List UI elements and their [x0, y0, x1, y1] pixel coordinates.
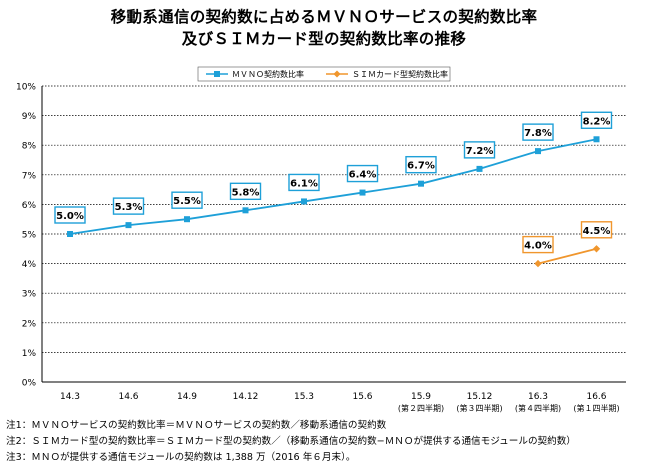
data-point-mvno: [184, 216, 190, 223]
data-label-mvno: 5.5%: [173, 196, 201, 207]
axes: [41, 86, 626, 383]
y-tick-labels: 0% 1% 2% 3% 4% 5% 6% 7% 8% 9% 10%: [16, 83, 36, 389]
y-tick-label: 1%: [22, 349, 37, 359]
y-tick-label: 3%: [22, 290, 37, 300]
data-label-box-mvno: [288, 173, 320, 192]
x-tick-sublabel: (第１四半期): [573, 403, 619, 413]
data-label-box-mvno: [522, 123, 554, 141]
x-tick-sublabel: (第２四半期): [398, 403, 444, 413]
data-label-mvno: 7.2%: [466, 146, 494, 157]
data-label-mvno: 5.8%: [232, 187, 260, 198]
legend-marker-sim: [333, 70, 341, 78]
data-point-mvno: [67, 231, 73, 237]
x-tick-label: 15.3: [294, 392, 314, 402]
y-tick-label: 2%: [22, 319, 37, 329]
legend-marker-mvno: [214, 71, 220, 77]
data-label-mvno: 6.7%: [407, 161, 435, 172]
x-tick-labels: 14.3 14.6 14.9 14.12 15.3 15.6 15.9(第２四半期) 15.1…: [60, 392, 620, 413]
data-label-mvno: 6.1%: [290, 178, 318, 189]
data-label-box-mvno: [171, 191, 203, 209]
data-point-mvno: [593, 136, 600, 143]
legend-label-sim: ＳＩＭカード型契約数比率: [352, 69, 448, 79]
chart-title-line1: 移動系通信の契約数に占めるＭＶＮＯサービスの契約数比率: [110, 8, 538, 26]
x-tick-sublabel: (第３四半期): [456, 403, 502, 413]
data-point-mvno: [476, 165, 483, 172]
data-label-box-sim: [522, 235, 554, 254]
x-tick-label: 15.12: [467, 392, 493, 402]
data-label-box-mvno: [112, 197, 145, 215]
series-line-sim: [537, 247, 597, 265]
x-tick-label: 16.6: [586, 392, 606, 402]
legend: ＭＶＮＯ契約数比率 ＳＩＭカード型契約数比率: [197, 66, 451, 82]
data-label-mvno: 8.2%: [583, 116, 611, 127]
x-tick-label: 14.9: [177, 392, 197, 402]
data-label-mvno: 6.4%: [349, 170, 377, 181]
chart-title-line2: 及びＳＩＭカード型の契約数比率の推移: [181, 30, 467, 48]
legend-label-mvno: ＭＶＮＯ契約数比率: [232, 69, 304, 79]
footnotes: 注1：ＭＶＮＯサービスの契約数比率＝ＭＶＮＯサービスの契約数／移動系通信の契約数…: [6, 418, 646, 466]
series-line-mvno: [69, 138, 597, 235]
data-labels: 5.0% 5.3% 5.5% 5.8% 6.1% 6.4% 6.7% 7.2% 7.8% 8.2%…: [54, 111, 613, 254]
data-label-box-mvno: [54, 206, 86, 224]
x-tick-label: 16.3: [528, 392, 548, 402]
y-tick-label: 6%: [22, 201, 37, 211]
y-tick-label: 5%: [22, 231, 37, 241]
y-tick-label: 9%: [22, 112, 37, 122]
data-label-box-mvno: [346, 164, 379, 183]
x-tick-label: 14.3: [60, 392, 80, 402]
legend-frame: [197, 66, 451, 82]
footnote-2: 注2：ＳＩＭカード型の契約数比率＝ＳＩＭカード型の契約数／（移動系通信の契約数−…: [6, 436, 576, 447]
data-label-mvno: 5.3%: [115, 202, 143, 213]
data-label-box-mvno: [229, 182, 262, 201]
chart-title: 移動系通信の契約数に占めるＭＶＮＯサービスの契約数比率 及びＳＩＭカード型の契約…: [0, 6, 648, 50]
data-point-mvno: [301, 198, 307, 205]
line-chart: ＭＶＮＯ契約数比率 ＳＩＭカード型契約数比率 0% 1% 2% 3% 4% 5% 6% 7% 8%…: [16, 66, 626, 413]
x-tick-label: 15.6: [352, 392, 372, 402]
data-point-sim: [534, 259, 542, 268]
footnote-3: 注3：ＭＮＯが提供する通信モジュールの契約数は 1,388 万（2016 年６月…: [6, 452, 356, 463]
footnote-1: 注1：ＭＶＮＯサービスの契約数比率＝ＭＶＮＯサービスの契約数／移動系通信の契約数: [6, 420, 387, 431]
data-point-mvno: [125, 222, 132, 229]
y-tick-label: 4%: [22, 260, 37, 270]
data-label-box-mvno: [463, 141, 496, 159]
data-label-sim: 4.5%: [583, 226, 611, 237]
y-tick-label: 10%: [16, 83, 36, 93]
x-tick-label: 14.6: [118, 392, 138, 402]
x-tick-label: 14.12: [233, 392, 259, 402]
data-label-box-mvno: [580, 111, 613, 129]
x-tick-label: 15.9: [411, 392, 431, 402]
data-point-mvno: [418, 180, 424, 187]
data-label-box-sim: [580, 221, 613, 239]
data-point-mvno: [359, 189, 366, 196]
y-tick-label: 8%: [22, 142, 37, 152]
data-point-sim: [592, 245, 601, 253]
y-tick-label: 0%: [22, 379, 37, 389]
data-point-mvno: [242, 207, 249, 214]
series-layer: [67, 136, 601, 268]
y-tick-label: 7%: [22, 171, 37, 181]
x-tick-sublabel: (第４四半期): [515, 403, 561, 413]
data-label-mvno: 7.8%: [524, 128, 552, 139]
data-label-box-mvno: [405, 155, 437, 174]
data-label-mvno: 5.0%: [56, 211, 84, 222]
data-label-sim: 4.0%: [524, 241, 552, 252]
data-point-mvno: [535, 148, 541, 155]
gridlines: [42, 85, 626, 353]
